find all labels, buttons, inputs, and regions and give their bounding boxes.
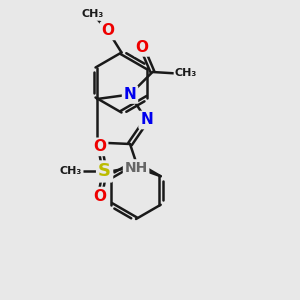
Text: CH₃: CH₃ xyxy=(82,9,104,20)
Text: N: N xyxy=(140,112,153,128)
Text: S: S xyxy=(98,162,111,180)
Text: NH: NH xyxy=(124,161,148,175)
Text: O: O xyxy=(94,188,106,203)
Text: CH₃: CH₃ xyxy=(175,68,197,79)
Text: O: O xyxy=(94,139,106,154)
Text: CH₃: CH₃ xyxy=(60,167,82,176)
Text: N: N xyxy=(124,87,136,102)
Text: O: O xyxy=(136,40,148,55)
Text: O: O xyxy=(101,23,115,38)
